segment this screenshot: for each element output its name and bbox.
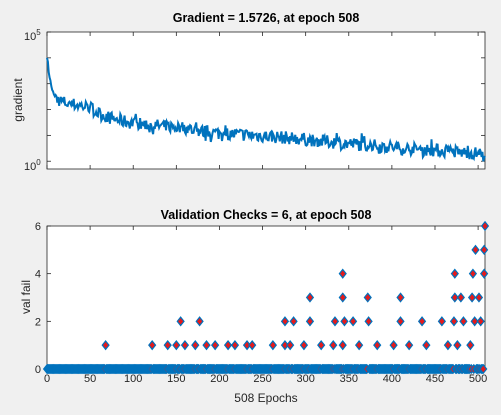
validation-point xyxy=(338,340,347,351)
validation-point xyxy=(163,340,172,351)
validation-point xyxy=(396,292,405,303)
validation-point xyxy=(480,220,490,232)
validation-point xyxy=(280,316,290,327)
validation-point xyxy=(404,340,414,351)
validation-point xyxy=(480,244,489,255)
validation-ytick-label: 6 xyxy=(35,221,41,233)
gradient-ytick-high-base: 10 xyxy=(24,31,36,43)
validation-point xyxy=(305,292,315,303)
validation-point xyxy=(176,316,185,327)
validation-point xyxy=(230,340,240,351)
validation-ytick-label: 2 xyxy=(35,316,41,328)
validation-point xyxy=(191,340,200,351)
validation-point xyxy=(422,340,431,351)
validation-xlabel: 508 Epochs xyxy=(234,391,297,405)
validation-point xyxy=(467,292,477,303)
validation-point xyxy=(363,292,372,303)
validation-markers xyxy=(42,220,490,375)
validation-point xyxy=(180,340,190,351)
validation-point xyxy=(389,340,398,351)
gradient-ytick-high-exp: 5 xyxy=(36,28,41,37)
gradient-series-line xyxy=(46,57,486,162)
validation-xtick-label: 250 xyxy=(253,373,271,385)
validation-point xyxy=(470,316,479,327)
validation-point xyxy=(449,316,459,327)
validation-point xyxy=(268,340,278,351)
validation-ytick-label: 4 xyxy=(35,269,41,281)
validation-point xyxy=(453,340,462,351)
validation-point xyxy=(248,340,257,351)
validation-xtick-label: 50 xyxy=(84,373,96,385)
validation-point xyxy=(340,316,349,327)
validation-point xyxy=(338,292,347,303)
validation-xtick-label: 450 xyxy=(426,373,444,385)
validation-point xyxy=(456,292,465,303)
validation-point xyxy=(317,340,326,351)
validation-point xyxy=(299,340,309,351)
validation-xtick-label: 100 xyxy=(124,373,142,385)
gradient-ytick-low-base: 10 xyxy=(24,161,36,173)
validation-title: Validation Checks = 6, at epoch 508 xyxy=(161,208,372,222)
validation-point xyxy=(330,316,340,327)
validation-xtick-label: 200 xyxy=(210,373,228,385)
validation-point xyxy=(471,244,480,255)
validation-point xyxy=(468,268,478,279)
validation-point xyxy=(373,340,382,351)
validation-point xyxy=(396,316,405,327)
validation-point xyxy=(148,340,157,351)
validation-point xyxy=(443,340,453,351)
validation-xtick-label: 0 xyxy=(44,373,50,385)
validation-point xyxy=(437,316,447,327)
validation-point xyxy=(479,363,488,375)
validation-point xyxy=(364,316,373,327)
gradient-plot-area xyxy=(46,31,486,170)
validation-point xyxy=(417,316,427,327)
validation-point xyxy=(348,316,358,327)
validation-point xyxy=(474,292,484,303)
validation-point xyxy=(286,340,295,351)
validation-point xyxy=(211,340,220,351)
validation-xtick-label: 400 xyxy=(383,373,401,385)
gradient-ytick-low: 100 xyxy=(24,158,41,173)
validation-ytick-label: 0 xyxy=(35,364,41,376)
validation-point xyxy=(354,340,364,351)
validation-point xyxy=(195,316,204,327)
validation-point xyxy=(202,340,211,351)
validation-point xyxy=(223,340,233,351)
validation-ylabel: val fail xyxy=(19,280,33,314)
gradient-ylabel: gradient xyxy=(11,78,25,122)
validation-point xyxy=(172,340,181,351)
validation-point xyxy=(329,340,338,351)
validation-xtick-label: 500 xyxy=(469,373,487,385)
validation-xtick-label: 350 xyxy=(340,373,358,385)
gradient-title: Gradient = 1.5726, at epoch 508 xyxy=(173,11,360,25)
validation-point xyxy=(466,340,475,351)
validation-point xyxy=(480,268,489,279)
gradient-ytick-high: 105 xyxy=(24,28,41,43)
validation-ticks: 0 50 100 150 200 250 300 350 400 450 500 0 2 4 6 xyxy=(35,221,487,385)
validation-point xyxy=(450,268,459,279)
gradient-ytick-low-exp: 0 xyxy=(36,158,41,167)
validation-point xyxy=(338,268,347,279)
validation-xtick-label: 150 xyxy=(167,373,185,385)
validation-plot-area xyxy=(46,225,486,370)
validation-point xyxy=(476,316,485,327)
validation-axes: 0 50 100 150 200 250 300 350 400 450 500 0 2 4 6 Valid… xyxy=(19,208,490,405)
validation-point xyxy=(289,316,298,327)
validation-point xyxy=(101,340,110,351)
validation-xtick-label: 300 xyxy=(296,373,314,385)
validation-point xyxy=(305,316,315,327)
validation-point xyxy=(459,316,468,327)
gradient-axes: Gradient = 1.5726, at epoch 508 gradient… xyxy=(11,11,486,173)
validation-point xyxy=(450,292,459,303)
